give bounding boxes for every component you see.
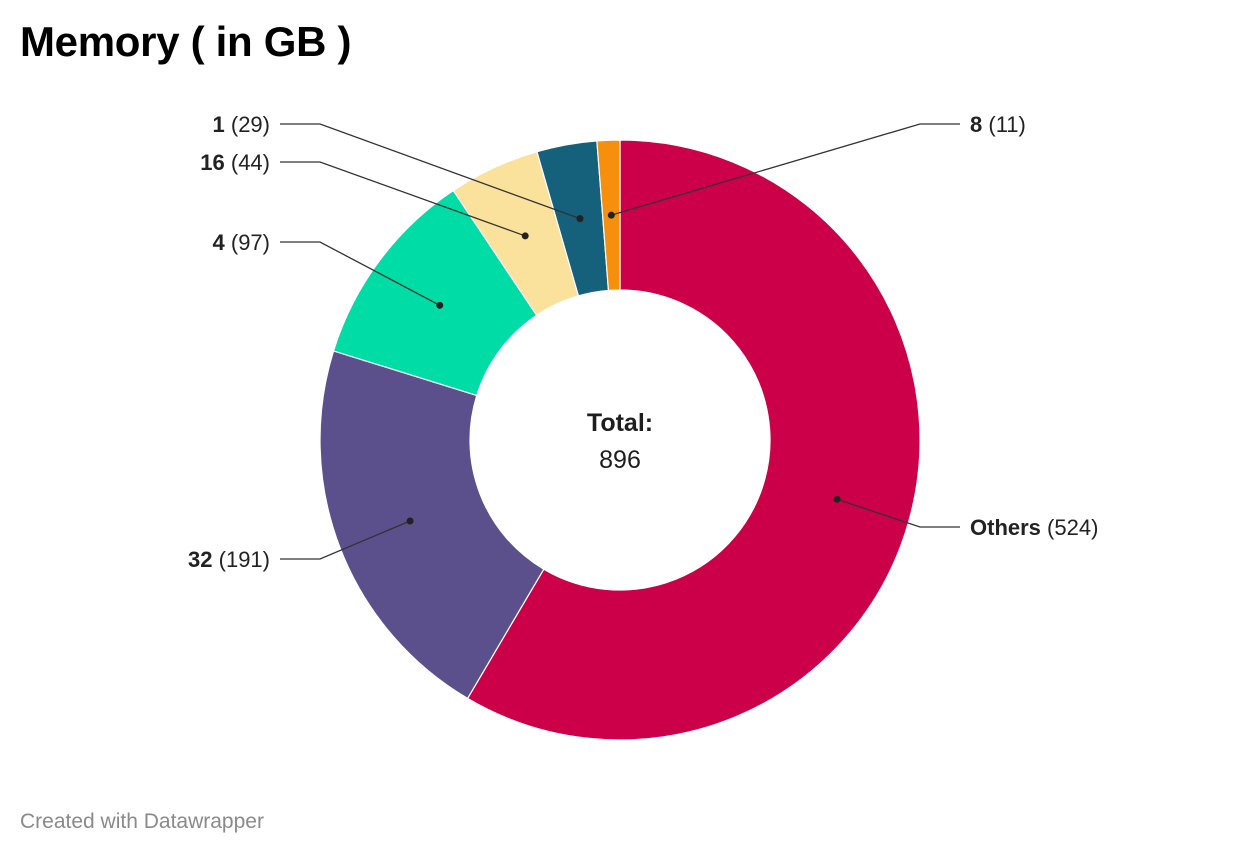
slice-4: [332, 189, 538, 397]
leader-dot-4: [436, 301, 444, 309]
slice-label-16: 16 (44): [200, 150, 270, 175]
slice-label-value: (191): [213, 547, 270, 572]
leader-dot-8: [607, 211, 615, 219]
slice-label-name: 16: [200, 150, 224, 175]
slice-label-value: (11): [982, 112, 1026, 137]
slice-label-name: 8: [970, 112, 982, 137]
leader-line-others: [836, 498, 960, 528]
slice-labels-layer: Others (524)32 (191)4 (97)16 (44)1 (29) 8…: [188, 112, 1098, 572]
leader-line-32: [280, 520, 411, 560]
slice-label-8: 8 (11): [970, 112, 1026, 137]
center-total-value: 896: [599, 446, 641, 474]
slice-label-value: (44): [225, 150, 270, 175]
leader-dot-16: [521, 232, 529, 240]
slice-others: [466, 139, 921, 741]
leader-line-1: [280, 123, 581, 220]
slices-layer: [319, 139, 921, 741]
slice-label-others: Others (524): [970, 515, 1098, 540]
slice-label-name: 1: [213, 112, 225, 137]
leader-dot-others: [833, 495, 841, 503]
leader-dot-1: [576, 215, 584, 223]
chart-title: Memory ( in GB ): [20, 18, 352, 65]
slice-label-value: (524): [1041, 515, 1098, 540]
footer-credit: Created with Datawrapper: [20, 810, 264, 833]
slice-label-value: (29): [225, 112, 270, 137]
leader-dot-32: [406, 517, 414, 525]
leader-line-16: [280, 161, 526, 237]
slice-32: [319, 350, 545, 700]
center-total-label: Total:: [587, 409, 653, 437]
slice-label-1: 1 (29): [213, 112, 271, 137]
slice-label-name: 4: [213, 230, 226, 255]
slice-label-4: 4 (97): [213, 230, 271, 255]
leader-line-8: [611, 123, 960, 216]
slice-label-name: 32: [188, 547, 212, 572]
leader-line-4: [280, 241, 441, 306]
slice-label-name: Others: [970, 515, 1041, 540]
slice-label-value: (97): [225, 230, 270, 255]
slice-label-32: 32 (191): [188, 547, 270, 572]
leader-lines-layer: [280, 123, 960, 560]
